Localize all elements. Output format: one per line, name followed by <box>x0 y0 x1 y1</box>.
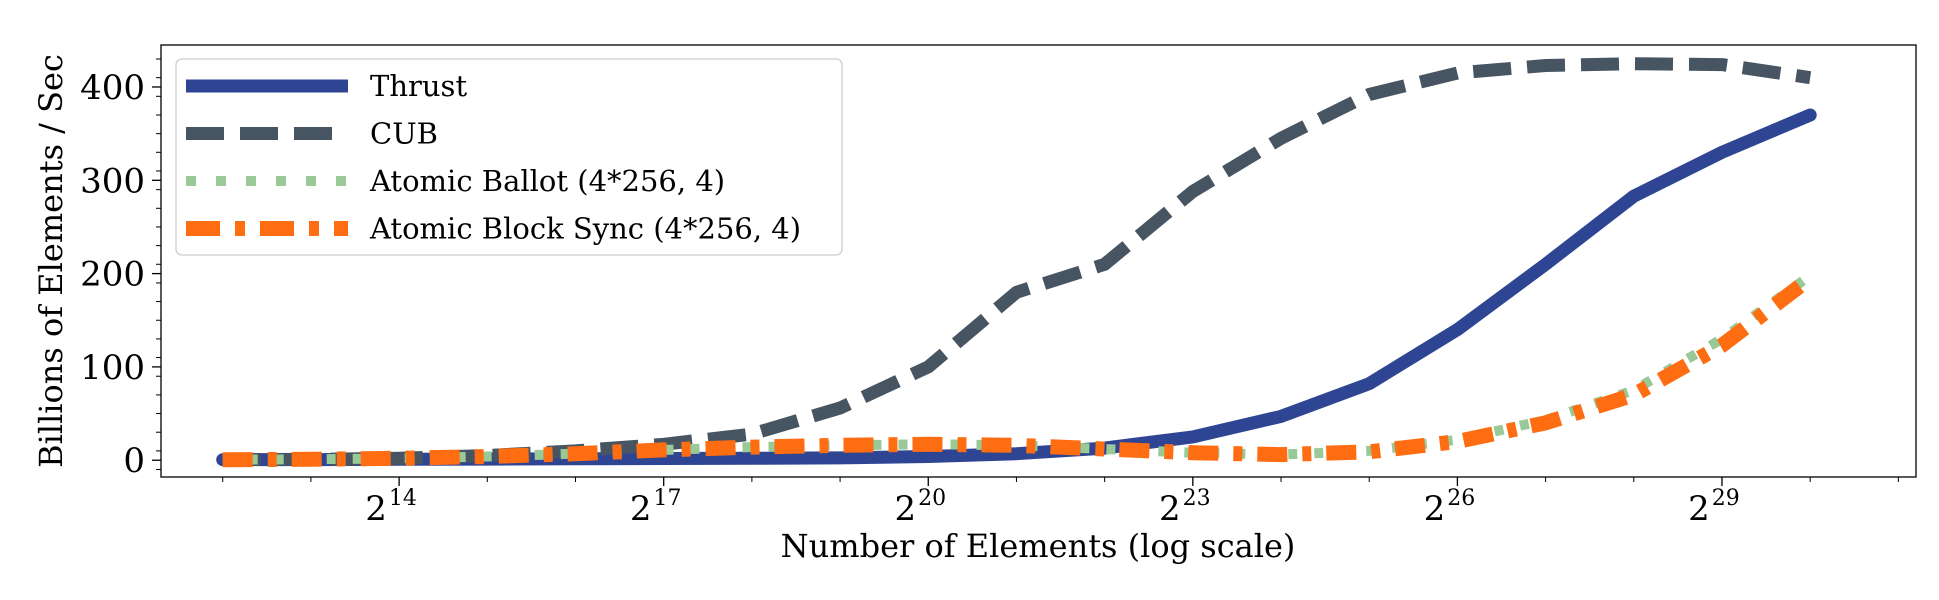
legend-label: Atomic Block Sync (4*256, 4) <box>369 212 801 246</box>
legend-box <box>175 58 843 256</box>
y-axis-label: Billions of Elements / Sec <box>32 54 70 468</box>
y-axis: 0 100 200 300 400 <box>80 68 161 481</box>
x-axis: 214 217 220 223 226 229 <box>222 477 1899 529</box>
legend: Thrust CUB Atomic Ballot (4*256, 4) Atomic … <box>175 58 843 256</box>
y-minor-ticks <box>156 58 161 471</box>
y-tick-label: 400 <box>80 68 145 108</box>
x-tick-label: 217 <box>630 486 682 529</box>
legend-label: Atomic Ballot (4*256, 4) <box>369 164 725 198</box>
series-line-atomic-block-sync-4-256-4 <box>222 272 1815 468</box>
legend-label: Thrust <box>370 69 467 103</box>
x-tick-label: 220 <box>894 486 946 529</box>
x-axis-label: Number of Elements (log scale) <box>781 527 1296 565</box>
x-tick-label: 214 <box>365 486 417 529</box>
series-lines <box>216 57 1817 468</box>
y-tick-label: 100 <box>80 348 145 388</box>
y-tick-label: 200 <box>80 255 145 295</box>
x-tick-label: 226 <box>1424 486 1476 529</box>
x-tick-label: 229 <box>1688 486 1740 529</box>
y-tick-label: 0 <box>123 441 145 481</box>
legend-label: CUB <box>370 117 438 151</box>
x-tick-label: 223 <box>1159 486 1211 529</box>
y-tick-label: 300 <box>80 161 145 201</box>
legend-entries: Thrust CUB Atomic Ballot (4*256, 4) Atomic … <box>186 69 801 246</box>
series-line-cub <box>222 57 1812 467</box>
